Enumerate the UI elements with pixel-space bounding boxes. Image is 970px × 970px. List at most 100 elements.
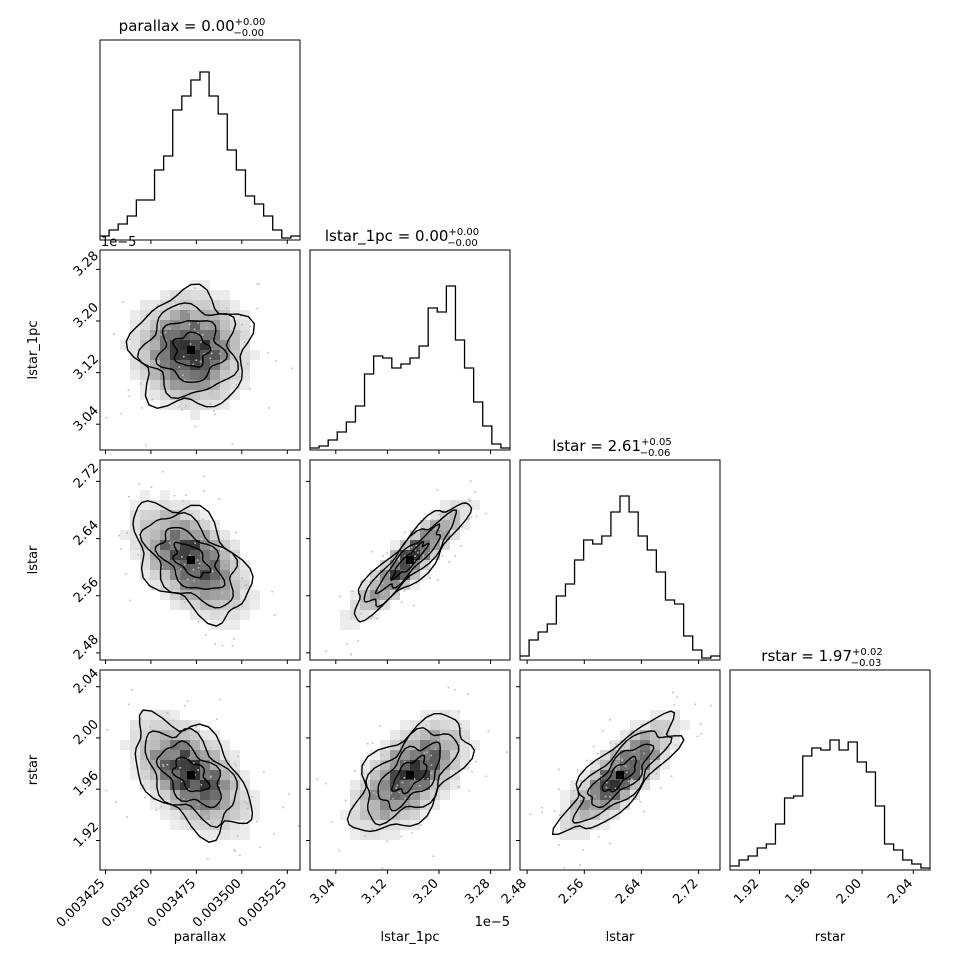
scatter-point (192, 363, 195, 366)
scatter-point (225, 561, 227, 564)
density-cell (600, 790, 610, 800)
density-cell (560, 800, 570, 810)
scatter-point (105, 416, 108, 419)
scatter-point (422, 554, 425, 557)
scatter-point (243, 341, 246, 343)
scatter-point (541, 811, 543, 814)
scatter-point (233, 762, 236, 765)
scatter-point (199, 360, 202, 363)
density-cell (220, 770, 230, 780)
density-cell (190, 610, 200, 620)
histogram-parallax (100, 71, 300, 239)
scatter-point (632, 795, 635, 797)
y-tick-label-rstar: 2.04 (71, 666, 102, 697)
scatter-point (256, 283, 258, 285)
contour-level (171, 331, 212, 368)
density-cell (160, 490, 170, 500)
density-cell (180, 340, 190, 350)
scatter-point (222, 364, 225, 366)
scatter-point (271, 590, 273, 593)
density-cell (160, 740, 170, 750)
scatter-point (142, 785, 145, 787)
scatter-point (173, 571, 176, 574)
scatter-point (229, 776, 232, 778)
contour-level (353, 502, 473, 623)
density-cell (180, 290, 190, 300)
scatter-point (202, 744, 204, 747)
scatter-point (195, 359, 198, 361)
contours-rstar-vs-parallax (134, 709, 254, 843)
scatter-point (633, 794, 636, 796)
density-cell (150, 560, 160, 570)
scatter-point (160, 333, 162, 336)
density-cell (620, 730, 630, 740)
density-cell (390, 590, 400, 600)
scatter-point (460, 723, 463, 726)
density-cell (230, 820, 240, 830)
scatter-point (643, 810, 646, 813)
density-cell (230, 330, 240, 340)
density-cell (650, 760, 660, 770)
scatter-point (210, 348, 213, 350)
scatter-point (338, 849, 341, 852)
scatter-point (558, 788, 560, 791)
density-cell (370, 770, 380, 780)
scatter-point (429, 576, 431, 579)
density-cell (390, 820, 400, 830)
contours-rstar-vs-lstar_1pc (346, 713, 476, 833)
x-tick-label-lstar_1pc: 3.12 (359, 876, 390, 907)
contours-lstar_1pc-vs-parallax (125, 283, 256, 410)
density-cell (190, 800, 200, 810)
title-minus-parallax: −0.00 (233, 28, 264, 39)
density-cell (380, 820, 390, 830)
density-cell (450, 720, 460, 730)
scatter-point (143, 362, 146, 365)
density-cell (430, 530, 440, 540)
density-cell (200, 400, 210, 410)
scatter-point (185, 494, 187, 497)
scatter-point (609, 796, 611, 798)
scatter-point (239, 365, 242, 367)
scatter-point (430, 754, 432, 757)
density-cell (170, 780, 180, 790)
title-lstar_1pc: lstar_1pc = 0.00+0.00 −0.00 (325, 227, 479, 249)
density-cell (460, 740, 470, 750)
density-cell (170, 330, 180, 340)
x-tick-label-parallax: 0.003425 (54, 876, 108, 930)
panel-frame-rstar-lstar (519, 669, 721, 871)
density-cell (230, 770, 240, 780)
density-cell (130, 770, 140, 780)
density-cell (160, 560, 170, 570)
scatter-point (621, 759, 624, 761)
density-cell (180, 530, 190, 540)
scatter-point (207, 858, 209, 860)
density-cell (410, 780, 420, 790)
title-plus-parallax: +0.00 (235, 17, 266, 28)
x-tick-label-parallax: 0.003475 (145, 876, 199, 930)
peak-marker (616, 771, 624, 780)
scatter-point (137, 553, 139, 556)
scatter-point (346, 643, 348, 646)
density-cell (450, 500, 460, 510)
scatter-point (203, 353, 205, 355)
scatter-point (144, 796, 146, 799)
density-cell (420, 790, 430, 800)
histogram-rstar (730, 739, 930, 869)
density-cell (240, 370, 250, 380)
density-cell (220, 530, 230, 540)
scatter-point (361, 784, 363, 786)
peak-marker (186, 346, 195, 354)
density-cell (240, 800, 250, 810)
density-cell (660, 740, 670, 750)
scatter-point (485, 775, 488, 778)
density-cell (390, 830, 400, 840)
density-cell (160, 380, 170, 390)
scatter-point (474, 760, 477, 763)
scatter-point (213, 410, 215, 412)
density-cell (420, 550, 430, 560)
y-offset-text: 1e−5 (101, 235, 136, 250)
scatter-point (209, 357, 212, 360)
title-minus-lstar: −0.06 (640, 448, 671, 459)
scatter-point (414, 549, 416, 551)
density-cell (230, 800, 240, 810)
